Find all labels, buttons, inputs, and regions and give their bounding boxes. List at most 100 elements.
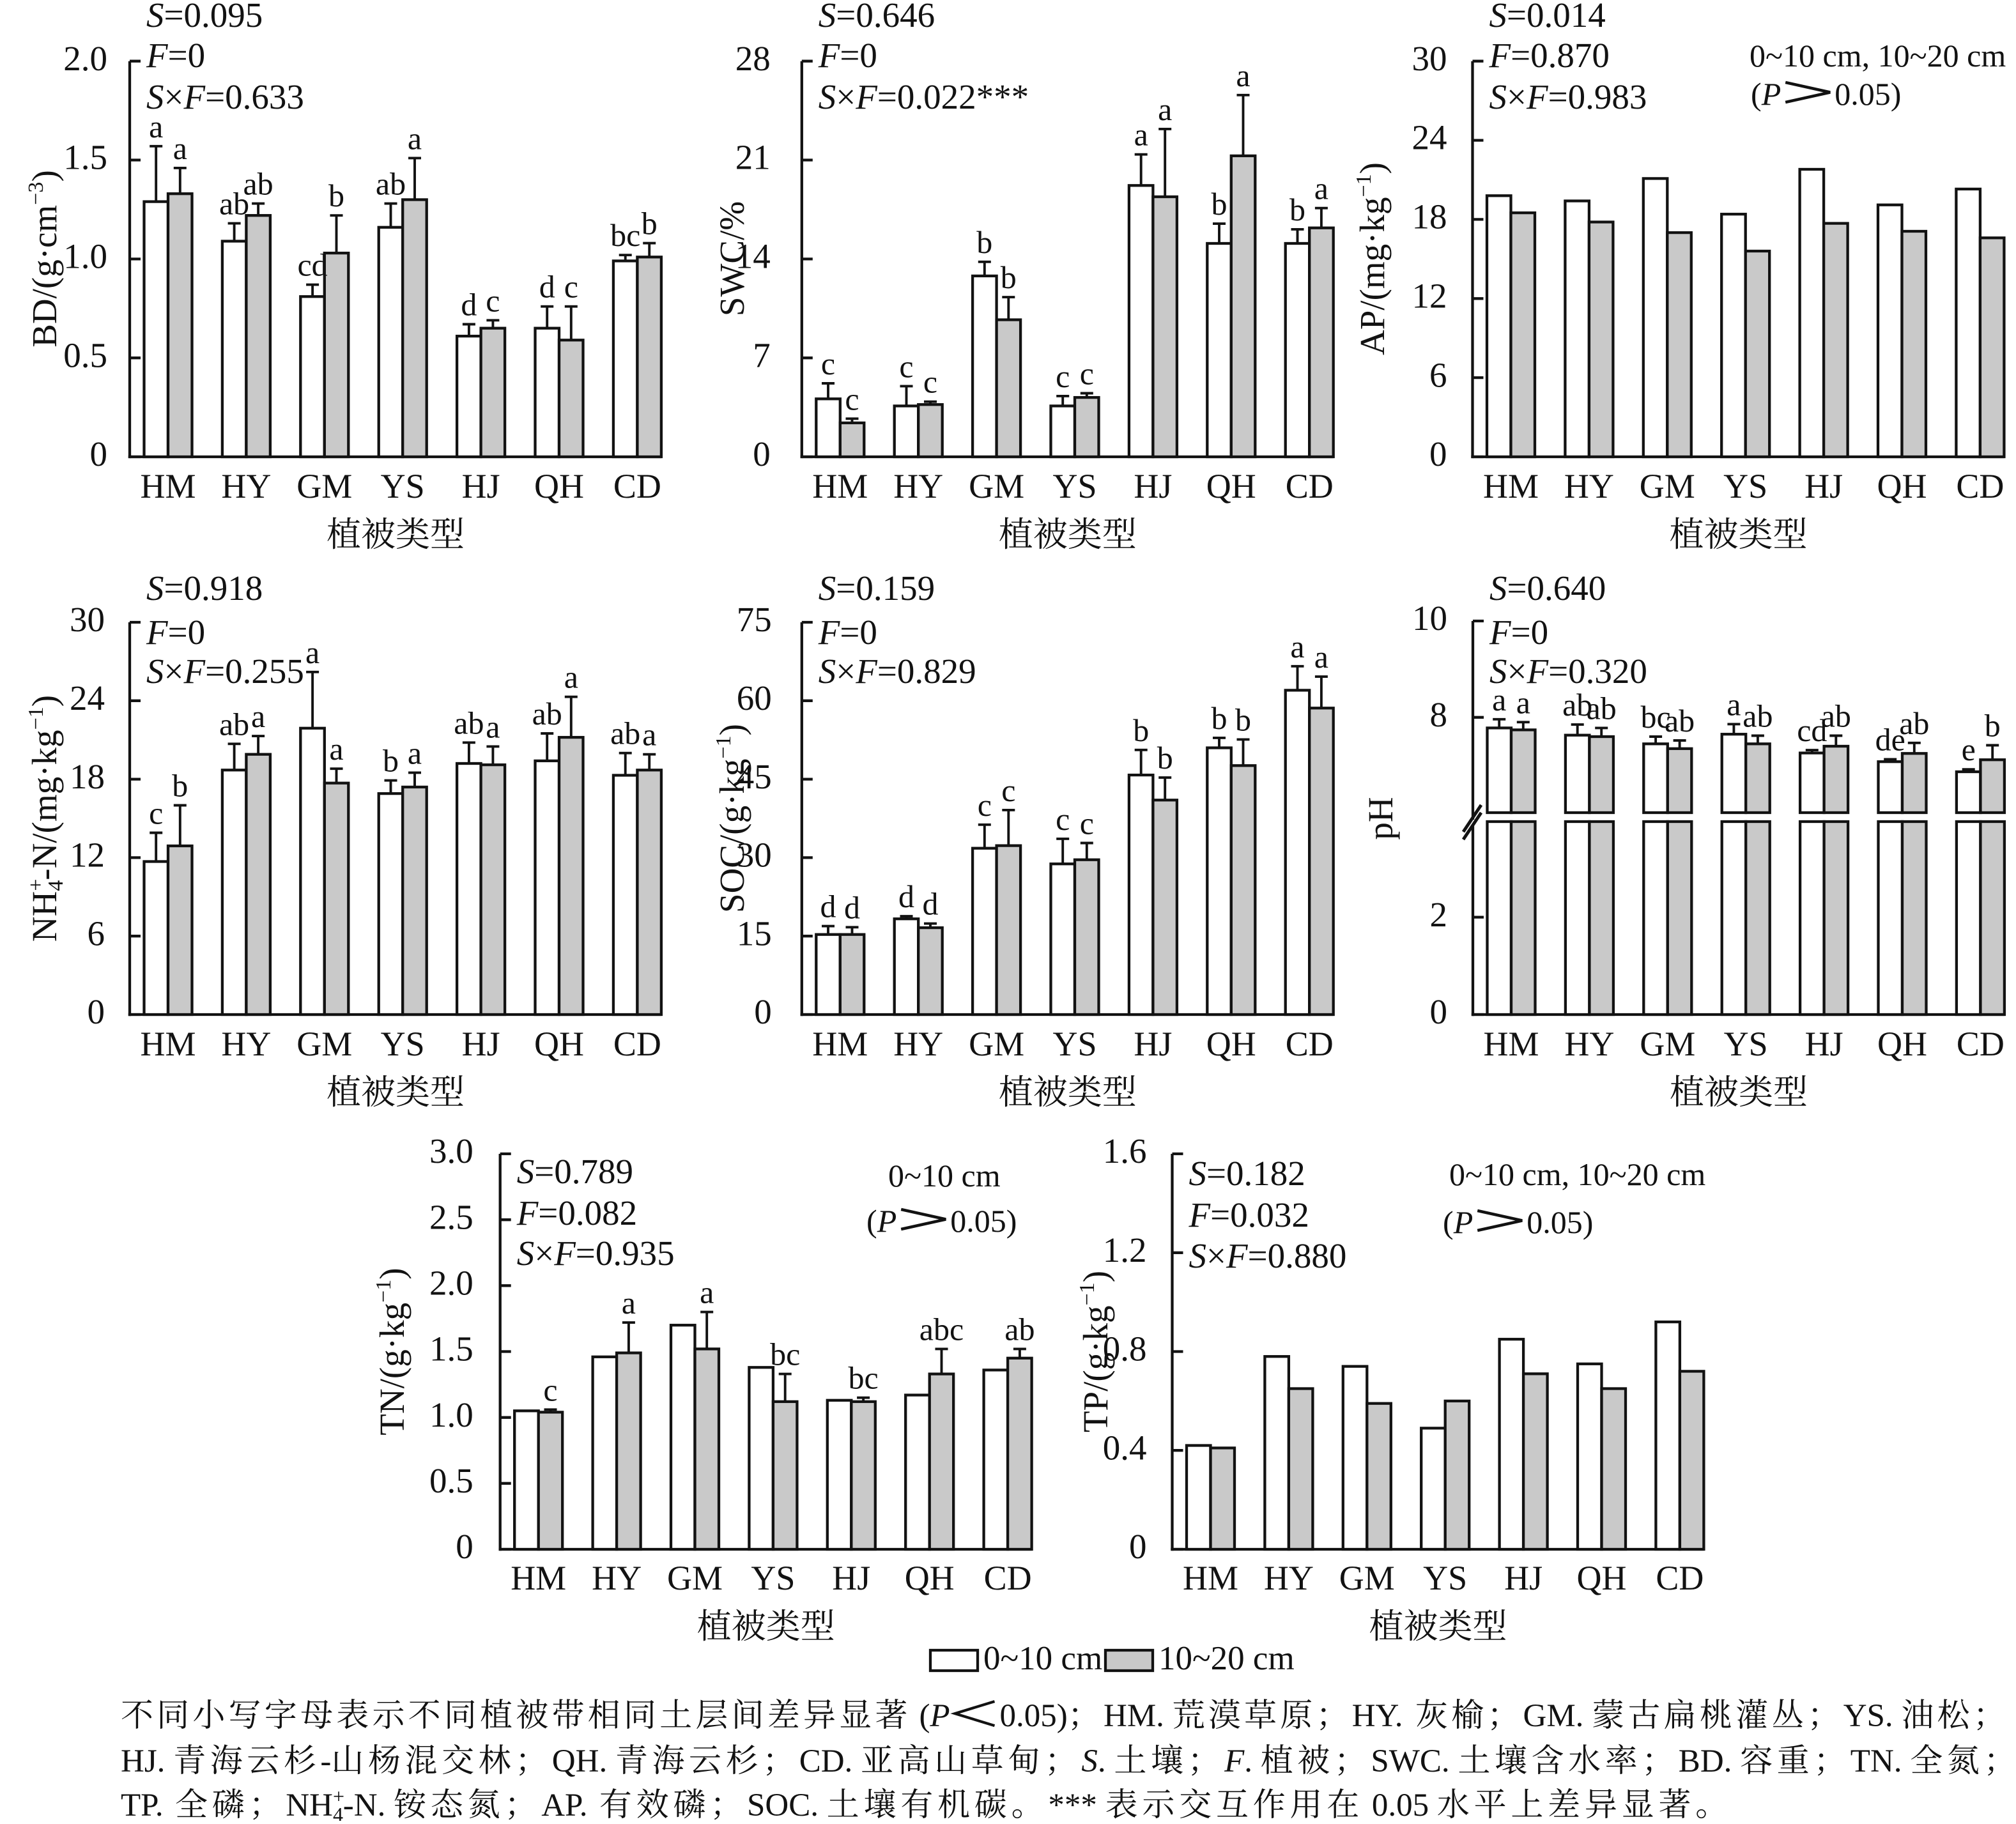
svg-text:6: 6 — [1429, 355, 1447, 394]
svg-text:ab: ab — [1562, 687, 1592, 723]
svg-text:0: 0 — [1429, 434, 1447, 473]
svg-text:24: 24 — [1412, 118, 1447, 157]
svg-text:=0.095: =0.095 — [164, 0, 263, 34]
svg-text:F: F — [146, 36, 169, 75]
svg-text:21: 21 — [735, 138, 771, 177]
svg-text:=0.789: =0.789 — [534, 1152, 633, 1191]
svg-text:HM: HM — [140, 1025, 196, 1063]
svg-text:TN.: TN. — [1851, 1744, 1910, 1779]
svg-text:=0.640: =0.640 — [1507, 569, 1606, 608]
svg-text:1.2: 1.2 — [1103, 1230, 1147, 1269]
svg-text:=0.082: =0.082 — [538, 1193, 637, 1232]
svg-text:18: 18 — [70, 757, 105, 796]
svg-text:HY: HY — [1564, 467, 1614, 505]
svg-text:=0.320: =0.320 — [1548, 652, 1647, 691]
svg-text:CD: CD — [984, 1559, 1032, 1597]
svg-text:): ) — [25, 695, 64, 707]
svg-text:S: S — [517, 1234, 535, 1273]
svg-text:ab: ab — [1587, 690, 1617, 726]
svg-text:HY: HY — [592, 1559, 642, 1597]
svg-text:HJ: HJ — [1134, 467, 1172, 505]
svg-text:(: ( — [1751, 76, 1762, 112]
svg-text:0: 0 — [753, 434, 771, 473]
svg-text:c: c — [1080, 356, 1094, 392]
svg-text:HJ: HJ — [832, 1559, 870, 1597]
svg-text:abc: abc — [920, 1311, 964, 1347]
svg-text:−1: −1 — [372, 1280, 396, 1303]
svg-text:S: S — [1189, 1154, 1207, 1193]
svg-text:a: a — [1314, 171, 1328, 206]
svg-text:−1: −1 — [1352, 174, 1376, 197]
svg-text:cd: cd — [297, 247, 327, 283]
svg-text:HY.: HY. — [1352, 1698, 1412, 1734]
svg-text:NH: NH — [25, 891, 64, 942]
svg-text:ab: ab — [376, 166, 406, 202]
svg-text:-: - — [320, 1744, 331, 1779]
svg-text:0~10 cm: 0~10 cm — [888, 1158, 1001, 1193]
svg-text:F: F — [553, 1234, 576, 1273]
svg-text:0.4: 0.4 — [1103, 1428, 1147, 1467]
svg-text:a: a — [1727, 686, 1741, 722]
svg-text:=0: =0 — [168, 613, 206, 652]
svg-text:=0.935: =0.935 — [576, 1234, 675, 1273]
svg-text:=0.022***: =0.022*** — [877, 77, 1029, 116]
svg-text:4: 4 — [333, 1803, 343, 1821]
svg-text:): ) — [25, 170, 64, 181]
svg-text:a: a — [1134, 117, 1148, 153]
svg-text:+: + — [24, 879, 48, 891]
svg-text:24: 24 — [70, 678, 105, 717]
svg-text:60: 60 — [737, 678, 772, 717]
svg-text:S: S — [146, 0, 164, 34]
svg-text:c: c — [1001, 772, 1015, 808]
svg-text:YS: YS — [1052, 467, 1096, 505]
svg-text:0~10 cm, 10~20 cm: 0~10 cm, 10~20 cm — [1449, 1156, 1705, 1192]
svg-text:SOC.: SOC. — [747, 1788, 827, 1821]
svg-text:SWC.: SWC. — [1371, 1744, 1458, 1779]
svg-text:d: d — [461, 287, 477, 323]
svg-text:0.05): 0.05) — [1835, 76, 1901, 112]
svg-text:HM: HM — [812, 1025, 868, 1063]
svg-text:0~10 cm, 10~20 cm: 0~10 cm, 10~20 cm — [1750, 38, 2006, 73]
svg-text:ab: ab — [1821, 698, 1851, 734]
svg-text:−1: −1 — [24, 707, 48, 730]
svg-text:GM.: GM. — [1523, 1698, 1592, 1734]
svg-text:b: b — [1001, 259, 1017, 295]
svg-text:): ) — [1076, 1271, 1115, 1282]
svg-text:HY: HY — [1564, 1025, 1614, 1063]
svg-text:c: c — [845, 381, 859, 417]
svg-text:S: S — [1489, 569, 1507, 608]
svg-text:P: P — [1453, 1204, 1474, 1240]
svg-text:=0.032: =0.032 — [1210, 1195, 1309, 1234]
svg-text:S: S — [517, 1152, 535, 1191]
svg-text:b: b — [1212, 186, 1227, 222]
svg-text:ab: ab — [1665, 703, 1695, 739]
svg-text:YS: YS — [1724, 1025, 1768, 1063]
svg-text:bc: bc — [848, 1360, 878, 1396]
svg-text:HJ: HJ — [1804, 467, 1843, 505]
svg-text:ab: ab — [532, 696, 562, 732]
svg-text:(: ( — [866, 1203, 877, 1239]
svg-text:×: × — [1206, 1236, 1226, 1275]
svg-text:a: a — [1516, 684, 1530, 720]
svg-text:S: S — [819, 77, 836, 116]
svg-text:S: S — [1489, 77, 1507, 116]
svg-text:0: 0 — [88, 992, 105, 1031]
svg-text:a: a — [1314, 639, 1328, 675]
svg-text:b: b — [383, 743, 399, 779]
svg-text:=0: =0 — [168, 36, 206, 75]
svg-text:a: a — [408, 120, 422, 156]
svg-text:HJ: HJ — [1504, 1559, 1543, 1597]
svg-text:c: c — [923, 364, 937, 400]
svg-text:c: c — [543, 1372, 557, 1407]
svg-text:GM: GM — [1640, 467, 1695, 505]
svg-text:−1: −1 — [1075, 1282, 1099, 1305]
svg-text:QH: QH — [1877, 1025, 1927, 1063]
svg-text:CD: CD — [613, 1025, 661, 1063]
svg-text:SOC/(g·kg: SOC/(g·kg — [712, 759, 751, 913]
svg-text:d: d — [923, 886, 939, 922]
svg-text:30: 30 — [1412, 39, 1447, 78]
svg-text:=0.870: =0.870 — [1511, 36, 1610, 75]
svg-text:CD: CD — [1286, 1025, 1334, 1063]
svg-text:HM: HM — [1183, 1559, 1238, 1597]
svg-text:14: 14 — [735, 237, 771, 276]
